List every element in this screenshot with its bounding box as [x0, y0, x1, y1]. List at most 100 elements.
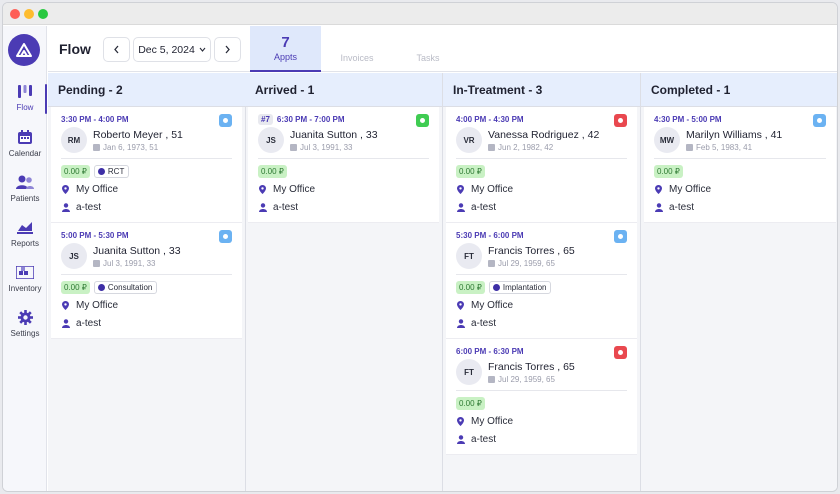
sequence-badge: #7: [258, 113, 273, 125]
status-blue-button[interactable]: [219, 230, 232, 243]
location-row: My Office: [456, 299, 627, 312]
date-picker[interactable]: Dec 5, 2024: [133, 37, 211, 62]
chevron-right-icon: [225, 45, 230, 54]
status-dot-icon: [420, 118, 425, 123]
procedure-tag: RCT: [93, 164, 130, 178]
avatar: FT: [456, 243, 482, 269]
amount-badge: 0.00 ₽: [61, 164, 90, 178]
cake-icon: [488, 259, 495, 267]
location-pin-icon: [258, 185, 267, 194]
sidebar-item-settings[interactable]: Settings: [3, 304, 47, 344]
patient-dob: Jan 6, 1973, 51: [93, 143, 183, 152]
time-range: 6:00 PM - 6:30 PM: [456, 346, 524, 356]
appointment-card[interactable]: #7 6:30 PM - 7:00 PM JS Juanita Sutton , 33…: [248, 107, 439, 223]
maximize-window-button[interactable]: [38, 9, 48, 19]
appointment-time: #7 6:30 PM - 7:00 PM: [258, 113, 429, 125]
patient-name[interactable]: Juanita Sutton , 33: [93, 244, 181, 257]
appointment-card[interactable]: 4:00 PM - 4:30 PM VR Vanessa Rodriguez , 4…: [446, 107, 637, 223]
minimize-window-button[interactable]: [24, 9, 34, 19]
appointment-time: 5:00 PM - 5:30 PM: [61, 229, 232, 241]
settings-icon: [16, 308, 34, 326]
status-dot-icon: [618, 350, 623, 355]
patient-name[interactable]: Vanessa Rodriguez , 42: [488, 128, 600, 141]
appointment-card[interactable]: 5:30 PM - 6:00 PM FT Francis Torres , 65 Ju…: [446, 223, 637, 339]
dob-text: Jun 2, 1982, 42: [498, 142, 554, 152]
user-text: a-test: [471, 318, 497, 329]
appointment-time: 4:30 PM - 5:00 PM: [654, 113, 826, 125]
close-window-button[interactable]: [10, 9, 20, 19]
user-row: a-test: [61, 201, 232, 214]
patient-info: Francis Torres , 65 Jul 29, 1959, 65: [488, 245, 575, 268]
status-blue-button[interactable]: [614, 230, 627, 243]
sidebar-item-inventory[interactable]: Inventory: [3, 259, 47, 299]
avatar: RM: [61, 127, 87, 153]
cake-icon: [290, 143, 297, 151]
location-row: My Office: [61, 299, 232, 312]
selected-date: Dec 5, 2024: [138, 43, 195, 56]
appointment-time: 6:00 PM - 6:30 PM: [456, 345, 627, 357]
status-red-button[interactable]: [614, 346, 627, 359]
chevron-left-icon: [114, 45, 119, 54]
tab-tasks[interactable]: Tasks: [398, 26, 458, 72]
patient-row: VR Vanessa Rodriguez , 42 Jun 2, 1982, 42: [456, 127, 627, 159]
user-row: a-test: [456, 433, 627, 446]
patient-dob: Jul 3, 1991, 33: [290, 143, 378, 152]
location-row: My Office: [456, 415, 627, 428]
sidebar-item-label: Inventory: [8, 284, 42, 293]
status-dot-icon: [618, 234, 623, 239]
location-text: My Office: [76, 300, 119, 311]
patient-row: JS Juanita Sutton , 33 Jul 3, 1991, 33: [61, 243, 232, 275]
next-day-button[interactable]: [214, 37, 241, 62]
tab-invoices[interactable]: Invoices: [326, 26, 388, 72]
app-logo[interactable]: [8, 34, 40, 66]
dob-text: Jan 6, 1973, 51: [103, 142, 159, 152]
user-icon: [61, 203, 70, 212]
sidebar-item-calendar[interactable]: Calendar: [3, 124, 47, 164]
patient-name[interactable]: Juanita Sutton , 33: [290, 128, 378, 141]
patient-name[interactable]: Francis Torres , 65: [488, 360, 575, 373]
status-green-button[interactable]: [416, 114, 429, 127]
avatar: FT: [456, 359, 482, 385]
sidebar-item-label: Flow: [16, 103, 34, 112]
logo-icon: [16, 43, 32, 57]
user-row: a-test: [258, 201, 429, 214]
location-pin-icon: [456, 301, 465, 310]
sidebar-item-reports[interactable]: Reports: [3, 214, 47, 254]
appointment-card[interactable]: 6:00 PM - 6:30 PM FT Francis Torres , 65 Ju…: [446, 339, 637, 455]
time-range: 4:30 PM - 5:00 PM: [654, 114, 722, 124]
location-text: My Office: [471, 300, 514, 311]
appointment-time: 4:00 PM - 4:30 PM: [456, 113, 627, 125]
appointment-card[interactable]: 3:30 PM - 4:00 PM RM Roberto Meyer , 51 Jan…: [51, 107, 242, 223]
user-text: a-test: [76, 202, 102, 213]
patient-row: FT Francis Torres , 65 Jul 29, 1959, 65: [456, 243, 627, 275]
previous-day-button[interactable]: [103, 37, 130, 62]
patient-info: Juanita Sutton , 33 Jul 3, 1991, 33: [290, 129, 378, 152]
status-blue-button[interactable]: [219, 114, 232, 127]
sidebar-item-label: Settings: [10, 329, 40, 338]
tab-appts[interactable]: 7 Appts: [250, 26, 321, 72]
status-blue-button[interactable]: [813, 114, 826, 127]
appts-count: 7: [281, 33, 290, 51]
user-text: a-test: [669, 202, 695, 213]
amount-badge: 0.00 ₽: [456, 280, 485, 294]
user-text: a-test: [76, 318, 102, 329]
patient-name[interactable]: Roberto Meyer , 51: [93, 128, 183, 141]
time-range: 3:30 PM - 4:00 PM: [61, 114, 129, 124]
status-dot-icon: [223, 234, 228, 239]
column-pending: Pending - 2 3:30 PM - 4:00 PM RM Roberto Me…: [48, 73, 246, 491]
patient-row: MW Marilyn Williams , 41 Feb 5, 1983, 41: [654, 127, 826, 159]
patient-name[interactable]: Francis Torres , 65: [488, 244, 575, 257]
column-header: Completed - 1: [641, 73, 837, 107]
sidebar-item-patients[interactable]: Patients: [3, 169, 47, 209]
sidebar-item-flow[interactable]: Flow: [3, 78, 47, 118]
appointment-card[interactable]: 4:30 PM - 5:00 PM MW Marilyn Williams , 41…: [644, 107, 836, 223]
amount-badge: 0.00 ₽: [654, 164, 683, 178]
location-row: My Office: [258, 183, 429, 196]
appointment-card[interactable]: 5:00 PM - 5:30 PM JS Juanita Sutton , 33 Ju…: [51, 223, 242, 339]
patient-row: RM Roberto Meyer , 51 Jan 6, 1973, 51: [61, 127, 232, 159]
status-red-button[interactable]: [614, 114, 627, 127]
location-pin-icon: [654, 185, 663, 194]
patient-name[interactable]: Marilyn Williams , 41: [686, 128, 783, 141]
time-range: 5:00 PM - 5:30 PM: [61, 230, 129, 240]
location-text: My Office: [471, 416, 514, 427]
